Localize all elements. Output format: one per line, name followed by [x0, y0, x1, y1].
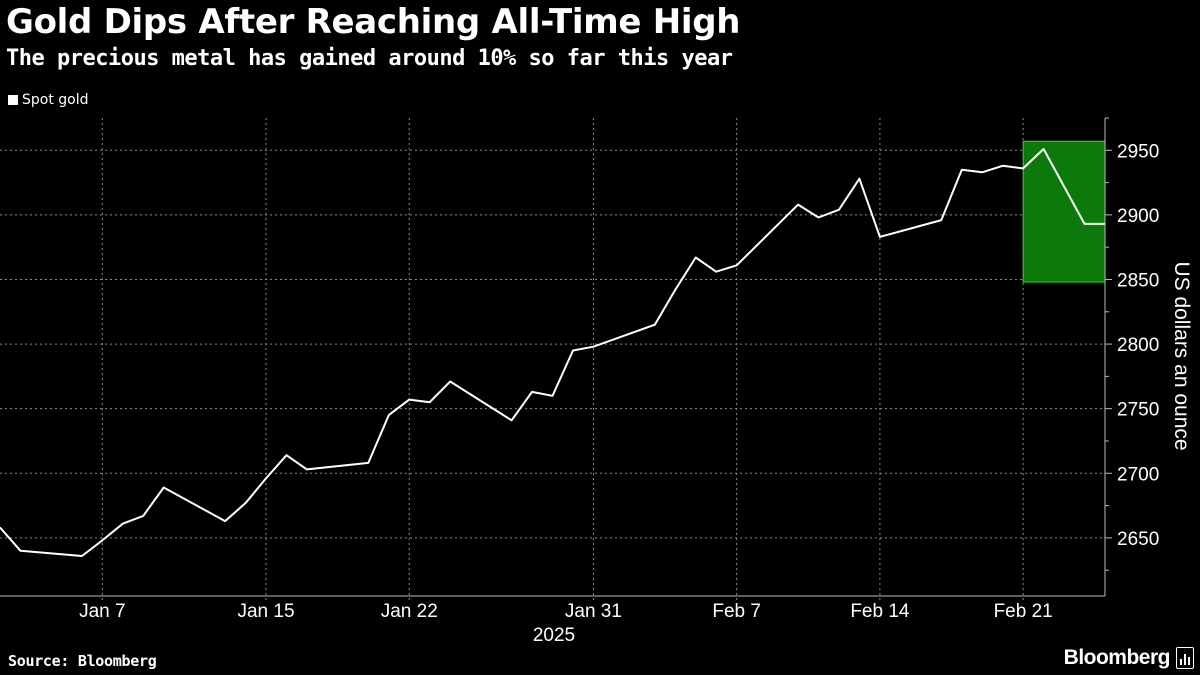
data-point — [1043, 148, 1045, 150]
x-tick-label: Feb 14 — [850, 601, 910, 622]
data-point — [163, 486, 165, 489]
data-point — [715, 271, 717, 273]
y-tick-label: 2650 — [1117, 529, 1159, 550]
bloomberg-logo-icon — [1176, 647, 1194, 669]
data-point — [408, 399, 410, 401]
chart-subtitle: The precious metal has gained around 10%… — [6, 46, 733, 71]
y-tick-label: 2750 — [1117, 400, 1159, 421]
x-tick-label: Jan 31 — [565, 601, 622, 622]
data-point — [510, 419, 513, 421]
y-tick-label: 2950 — [1117, 141, 1159, 162]
x-tick-label: Jan 15 — [237, 601, 294, 622]
data-point — [367, 462, 369, 464]
data-point — [654, 324, 656, 326]
highlight-box — [1022, 140, 1106, 283]
x-tick-label: Jan 22 — [381, 601, 438, 622]
data-point — [695, 256, 697, 259]
data-point — [224, 520, 226, 522]
x-tick-label: Feb 21 — [994, 601, 1053, 622]
y-tick-label: 2800 — [1117, 335, 1159, 356]
data-point — [1083, 223, 1086, 225]
data-point — [265, 477, 267, 480]
source-note: Source: Bloomberg — [8, 652, 157, 670]
y-tick-label: 2850 — [1117, 270, 1159, 291]
brand-logo-text: Bloomberg — [1063, 646, 1171, 669]
data-point — [81, 555, 83, 557]
data-point — [817, 216, 820, 219]
data-point — [940, 219, 942, 221]
x-tick-label: Feb 7 — [712, 601, 761, 622]
data-point — [19, 550, 22, 552]
data-point — [0, 526, 1, 529]
x-tick-label: Jan 7 — [79, 601, 125, 622]
y-axis-label: US dollars an ounce — [1170, 261, 1193, 450]
data-point — [449, 380, 451, 383]
legend-label-spot-gold: Spot gold — [22, 92, 89, 108]
data-point — [858, 178, 861, 180]
data-point — [429, 401, 431, 403]
data-point — [1022, 167, 1024, 169]
chart-title: Gold Dips After Reaching All-Time High — [6, 2, 741, 42]
data-point — [142, 515, 144, 517]
data-point — [572, 349, 574, 352]
data-point — [838, 209, 840, 211]
data-point — [1002, 165, 1004, 167]
y-tick-label: 2700 — [1117, 464, 1159, 485]
series-line-spot-gold — [0, 148, 1105, 557]
data-point — [981, 171, 983, 173]
data-point — [531, 391, 533, 393]
brand: Bloomberg — [1064, 646, 1194, 670]
x-axis: Jan 7 Jan 15 Jan 22 Jan 31 Feb 7 Feb 14 Feb 21 — [0, 595, 1105, 622]
line-layer — [0, 148, 1106, 557]
data-point — [285, 454, 288, 456]
data-point — [674, 289, 676, 291]
y-axis: 2650 2700 2750 2800 2850 2900 2950 — [1104, 117, 1159, 596]
y-tick-label: 2900 — [1117, 206, 1159, 227]
data-point — [592, 346, 595, 348]
data-point — [244, 502, 247, 504]
data-point — [101, 539, 103, 542]
data-point — [879, 236, 881, 238]
data-point — [388, 414, 390, 416]
x-axis-year-label: 2025 — [533, 625, 575, 646]
data-point — [122, 523, 124, 525]
highlight-layer — [1022, 140, 1106, 283]
data-point — [736, 264, 738, 266]
legend: Spot gold — [8, 92, 89, 108]
data-point — [551, 395, 554, 397]
data-point — [961, 169, 963, 171]
data-point — [306, 468, 308, 470]
legend-swatch — [8, 95, 18, 105]
grid-layer — [0, 118, 1105, 602]
data-point — [797, 203, 799, 206]
